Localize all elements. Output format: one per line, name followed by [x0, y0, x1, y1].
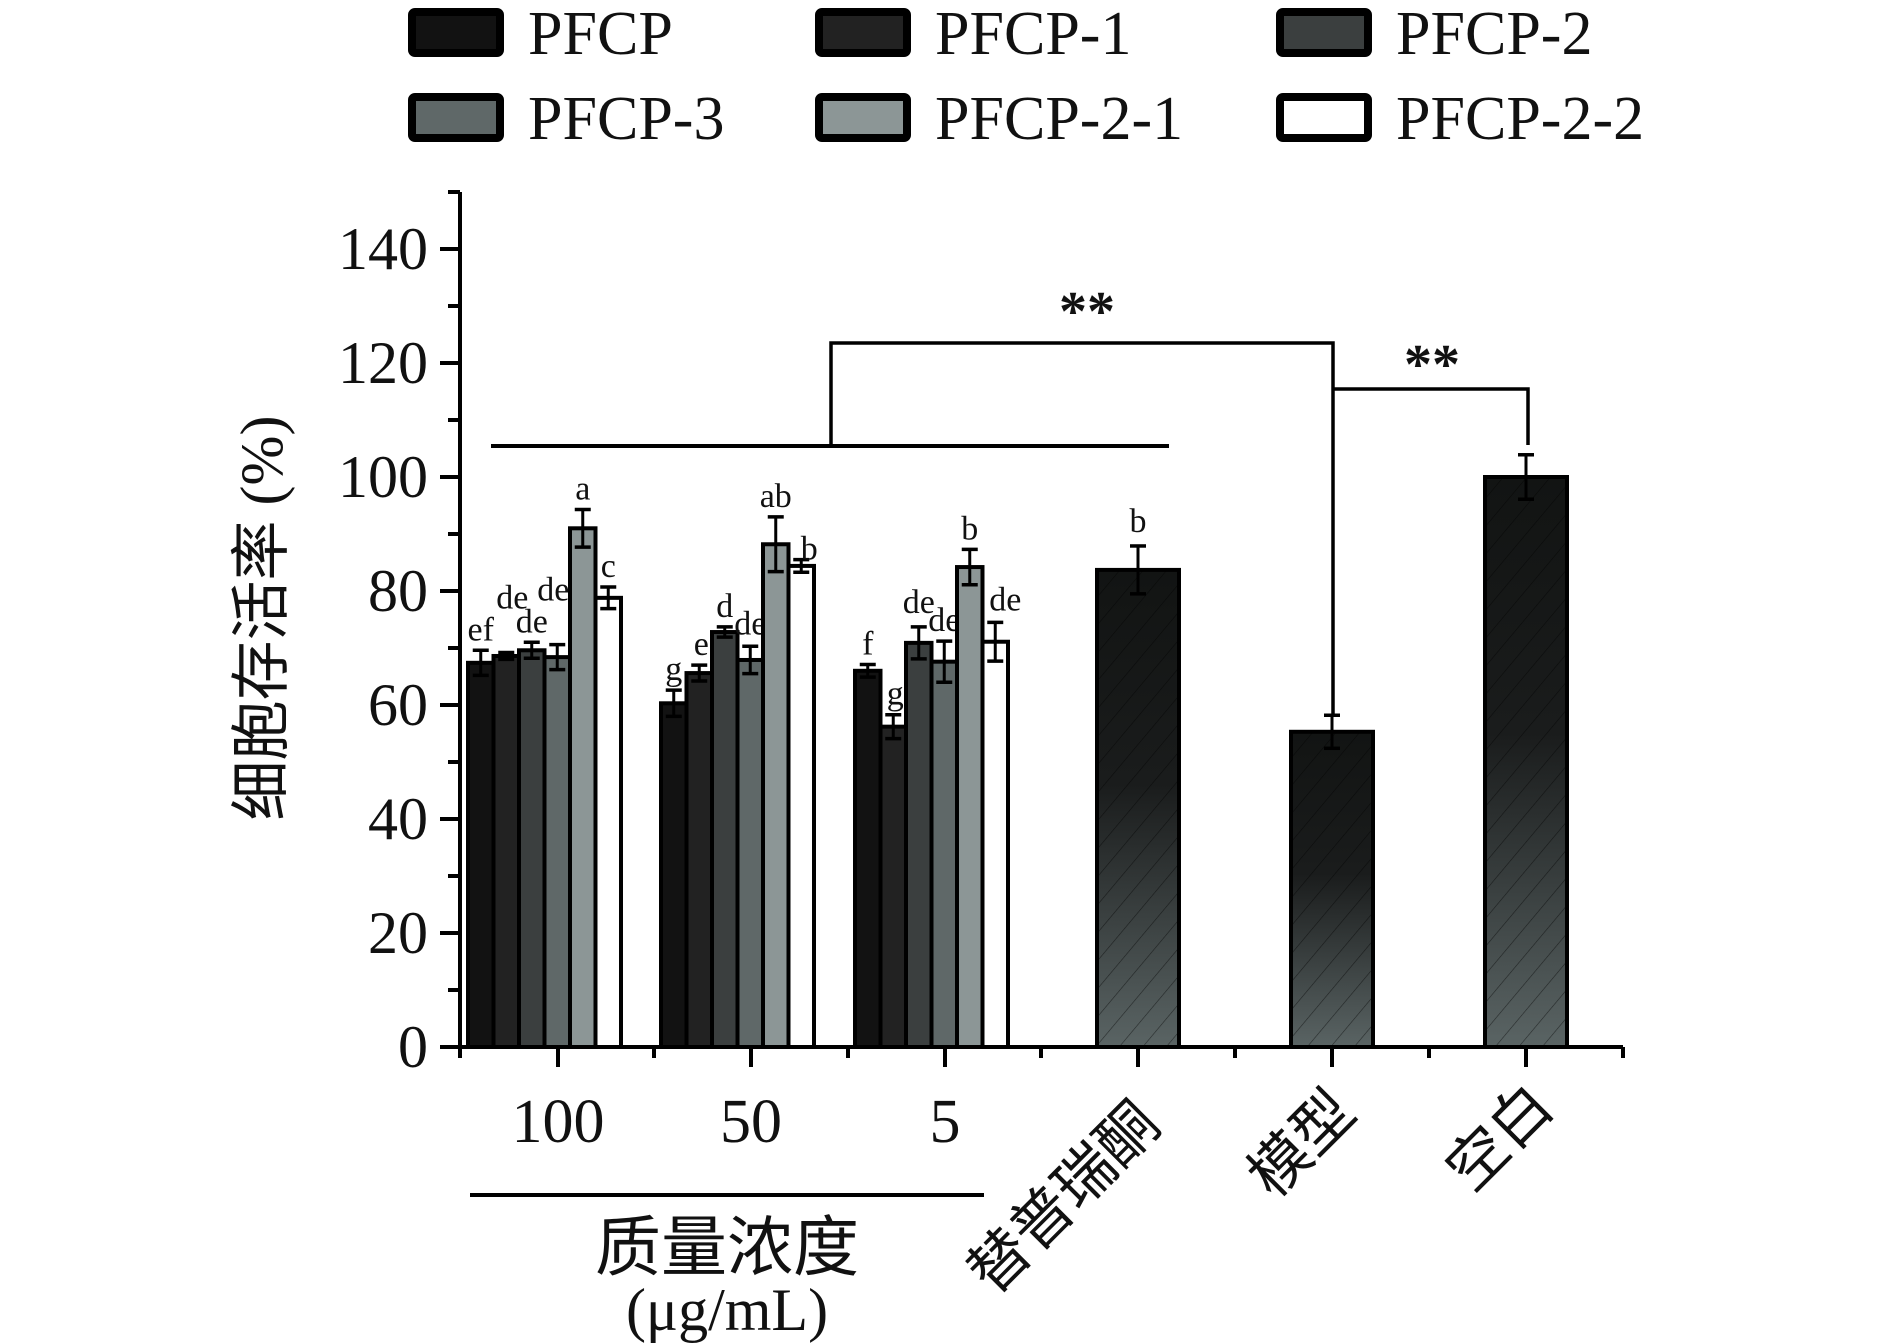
significance-letter: f [862, 626, 874, 663]
bar [491, 653, 521, 1049]
bar [929, 659, 959, 1049]
bar [955, 565, 985, 1049]
significance-letter: de [928, 602, 960, 639]
legend-label: PFCP-1 [935, 0, 1131, 68]
bar [466, 660, 496, 1049]
control-bar-hatch [1485, 477, 1567, 1047]
significance-stars: ** [1059, 281, 1115, 343]
significance-letter: d [716, 588, 733, 625]
bar [517, 648, 547, 1050]
y-tick-label: 60 [368, 672, 428, 738]
y-tick-label: 140 [338, 216, 428, 282]
significance-letter: b [801, 531, 818, 568]
bar [710, 630, 740, 1049]
legend-label: PFCP [528, 0, 673, 68]
x-tick-label-rotated: 空白 [1434, 1072, 1566, 1204]
x-tick-label-rotated: 模型 [1236, 1078, 1368, 1210]
significance-bracket-1 [829, 341, 1335, 716]
legend-label: PFCP-2-1 [935, 85, 1183, 153]
significance-letter: e [694, 626, 709, 663]
bar [786, 563, 816, 1049]
significance-letter: de [989, 581, 1021, 618]
bar [659, 701, 689, 1049]
x-tick-label: 100 [512, 1088, 605, 1156]
control-bar-hatch [1291, 731, 1373, 1047]
x-group-label: 质量浓度 [595, 1212, 859, 1285]
bar [593, 595, 623, 1050]
bar [853, 668, 883, 1049]
y-axis-label: 细胞存活率 (%) [229, 416, 295, 821]
legend: PFCP PFCP-1 PFCP-2 PFCP-3 PFCP-2-1 PFCP-2-2 [408, 0, 1644, 153]
bar [568, 526, 598, 1049]
significance-letter: ef [468, 611, 495, 648]
significance-letter: g [665, 651, 682, 688]
x-tick-label: 50 [720, 1088, 782, 1156]
bar [980, 639, 1010, 1049]
x-tick-label-rotated: 替普瑞酮 [956, 1090, 1172, 1306]
bar [904, 640, 934, 1049]
x-tick-label: 5 [930, 1088, 961, 1156]
legend-swatch [1276, 93, 1372, 142]
legend-swatch [408, 8, 504, 57]
legend-label: PFCP-2-2 [1396, 85, 1644, 153]
y-tick-label: 0 [398, 1014, 428, 1080]
bar [542, 655, 572, 1049]
y-tick-label: 100 [338, 444, 428, 510]
legend-label: PFCP-2 [1396, 0, 1592, 68]
significance-letter: b [961, 510, 978, 547]
y-tick-label: 120 [338, 330, 428, 396]
significance-letter: a [575, 470, 590, 507]
significance-letter: c [601, 548, 616, 585]
significance-letter: de [734, 605, 766, 642]
y-tick-label: 80 [368, 558, 428, 624]
significance-annotations: ** ** [491, 281, 1530, 716]
significance-stars: ** [1404, 334, 1460, 396]
significance-letter: de [903, 584, 935, 621]
control-bar-hatch [1097, 569, 1179, 1047]
significance-letter: de [537, 572, 569, 609]
legend-swatch [815, 93, 911, 142]
legend-swatch [408, 93, 504, 142]
bar [878, 724, 908, 1049]
significance-letter: de [516, 603, 548, 640]
bar [735, 657, 765, 1049]
significance-bracket-2 [1333, 387, 1530, 445]
bar [684, 671, 714, 1050]
significance-letter: de [496, 580, 528, 617]
legend-swatch [1276, 8, 1372, 57]
legend-label: PFCP-3 [528, 85, 724, 153]
y-tick-label: 40 [368, 786, 428, 852]
significance-letter: g [887, 676, 904, 713]
bar [761, 542, 791, 1049]
significance-letter: b [1130, 503, 1147, 540]
significance-letter: ab [760, 478, 792, 515]
legend-swatch [815, 8, 911, 57]
y-tick-label: 20 [368, 900, 428, 966]
x-group-unit-label: (μg/mL) [626, 1277, 828, 1343]
